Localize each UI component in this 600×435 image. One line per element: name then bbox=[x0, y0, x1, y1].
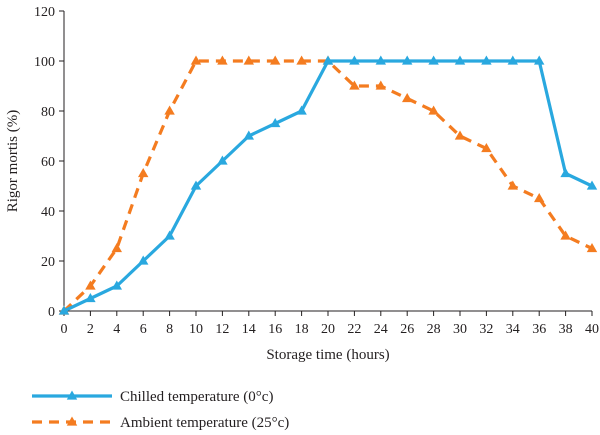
data-point-chilled bbox=[269, 118, 281, 128]
data-point-chilled bbox=[349, 55, 360, 65]
x-tick-label: 18 bbox=[295, 322, 309, 337]
data-point-ambient bbox=[560, 230, 571, 240]
data-point-chilled bbox=[560, 168, 571, 178]
x-tick-label: 28 bbox=[427, 322, 441, 337]
x-tick-label: 36 bbox=[532, 322, 546, 337]
x-tick-label: 38 bbox=[559, 322, 573, 337]
y-axis-title: Rigor mortis (%) bbox=[5, 110, 21, 213]
data-point-ambient bbox=[507, 180, 519, 190]
series-line-ambient bbox=[62, 59, 593, 313]
y-tick-label: 20 bbox=[41, 255, 55, 270]
x-tick-label: 14 bbox=[242, 322, 256, 337]
legend-marker-chilled bbox=[66, 390, 78, 400]
y-tick-label: 80 bbox=[41, 105, 55, 120]
x-tick-label: 4 bbox=[113, 322, 120, 337]
data-point-chilled bbox=[401, 55, 413, 65]
series-chilled bbox=[58, 55, 598, 315]
data-point-ambient bbox=[296, 55, 307, 65]
data-point-chilled bbox=[217, 155, 228, 165]
data-point-ambient bbox=[428, 105, 439, 115]
data-point-chilled bbox=[454, 55, 466, 65]
x-tick-label: 2 bbox=[87, 322, 94, 337]
data-point-ambient bbox=[454, 130, 466, 140]
data-point-ambient bbox=[269, 55, 281, 65]
x-tick-label: 32 bbox=[479, 322, 493, 337]
x-tick-label: 16 bbox=[268, 322, 282, 337]
data-point-ambient bbox=[111, 243, 123, 253]
data-point-ambient bbox=[533, 193, 545, 203]
data-point-ambient bbox=[375, 80, 387, 90]
legend-marker-ambient bbox=[66, 416, 78, 426]
x-tick-label: 12 bbox=[215, 322, 229, 337]
y-tick-label: 60 bbox=[41, 155, 55, 170]
data-point-chilled bbox=[375, 55, 387, 65]
data-point-ambient bbox=[586, 243, 598, 253]
x-tick-label: 0 bbox=[61, 322, 68, 337]
x-tick-label: 24 bbox=[374, 322, 388, 337]
legend-item-ambient: Ambient temperature (25°c) bbox=[32, 415, 289, 431]
data-point-ambient bbox=[190, 55, 202, 65]
data-point-ambient bbox=[164, 105, 175, 115]
data-point-chilled bbox=[481, 55, 492, 65]
data-point-chilled bbox=[164, 230, 175, 240]
x-tick-label: 22 bbox=[347, 322, 361, 337]
y-tick-label: 100 bbox=[34, 55, 55, 70]
data-point-chilled bbox=[243, 130, 255, 140]
data-point-chilled bbox=[428, 55, 439, 65]
legend-item-chilled: Chilled temperature (0°c) bbox=[32, 389, 273, 405]
data-point-chilled bbox=[507, 55, 519, 65]
y-tick-label: 0 bbox=[48, 305, 55, 320]
data-point-chilled bbox=[586, 180, 598, 190]
x-tick-label: 30 bbox=[453, 322, 467, 337]
legend-label-chilled: Chilled temperature (0°c) bbox=[120, 389, 273, 405]
y-tick-label: 120 bbox=[34, 5, 55, 20]
y-tick-label: 40 bbox=[41, 205, 55, 220]
data-point-chilled bbox=[111, 280, 123, 290]
data-point-ambient bbox=[137, 168, 149, 178]
x-tick-label: 34 bbox=[506, 322, 520, 337]
data-point-chilled bbox=[322, 55, 334, 65]
data-point-ambient bbox=[401, 93, 413, 103]
x-tick-label: 26 bbox=[400, 322, 414, 337]
x-tick-label: 20 bbox=[321, 322, 335, 337]
data-point-chilled bbox=[58, 305, 70, 315]
data-point-chilled bbox=[85, 293, 96, 303]
x-tick-label: 6 bbox=[140, 322, 147, 337]
data-point-chilled bbox=[137, 255, 149, 265]
x-axis-title: Storage time (hours) bbox=[266, 347, 389, 363]
x-tick-label: 10 bbox=[189, 322, 203, 337]
x-tick-label: 8 bbox=[166, 322, 173, 337]
x-tick-label: 40 bbox=[585, 322, 599, 337]
data-point-ambient bbox=[349, 80, 360, 90]
data-point-chilled bbox=[296, 105, 307, 115]
data-point-ambient bbox=[243, 55, 255, 65]
legend-label-ambient: Ambient temperature (25°c) bbox=[120, 415, 289, 431]
data-point-chilled bbox=[533, 55, 545, 65]
series-ambient bbox=[58, 55, 598, 315]
data-point-chilled bbox=[190, 180, 202, 190]
series-layer bbox=[58, 55, 598, 315]
data-point-ambient bbox=[85, 280, 96, 290]
data-point-ambient bbox=[481, 143, 492, 153]
chart-legend: Chilled temperature (0°c) Ambient temper… bbox=[32, 389, 289, 431]
data-point-ambient bbox=[217, 55, 228, 65]
